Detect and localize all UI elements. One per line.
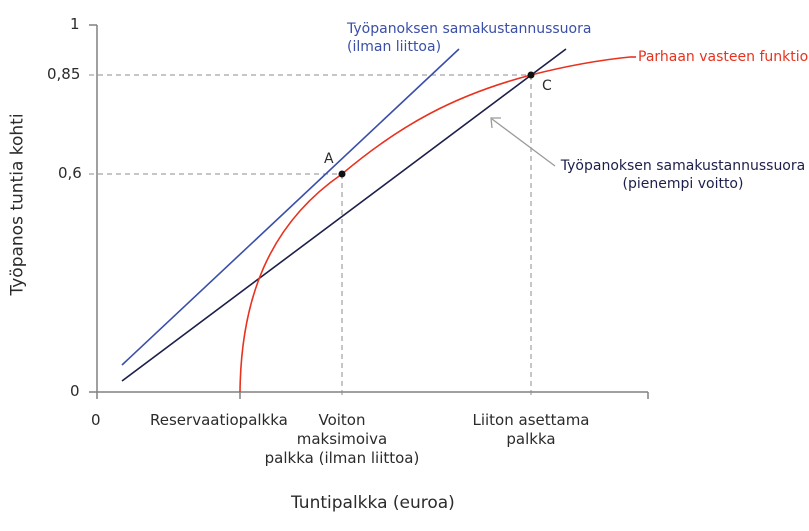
point-a-marker [338,170,346,178]
x-tick-union-line1: Liiton asettama [472,411,590,429]
x-tick-profit-max-line2: maksimoiva [296,430,388,448]
point-a-label: A [324,151,334,167]
x-tick-union-line2: palkka [506,430,556,448]
isocost-no-union-label-line2: (ilman liittoa) [347,39,442,55]
isocost-lower-profit-label-line1: Työpanoksen samakustannussuora [560,158,806,174]
x-tick-profit-max-line3: palkka (ilman liittoa) [264,449,420,467]
isocost-line-lower-profit [121,48,567,382]
x-tick-origin: 0 [91,411,101,429]
annotation-arrow [491,118,556,167]
arrow-head-icon [490,117,501,129]
y-tick-1: 1 [70,15,80,33]
y-tick-085: 0,85 [47,65,81,83]
isocost-lower-profit-label-line2: (pienempi voitto) [622,176,744,192]
best-response-curve [239,56,631,393]
x-tick-reservation-wage: Reservaatiopalkka [150,411,288,429]
isocost-no-union-label-line1: Työpanoksen samakustannussuora [347,21,592,37]
isocost-line-no-union [121,48,460,366]
x-tick-profit-max-line1: Voiton [318,411,366,429]
isocost-lower-profit-label: Työpanoksen samakustannussuora (pienempi… [558,157,808,193]
x-axis-label: Tuntipalkka (euroa) [291,493,455,513]
x-tick-union-wage: Liiton asettama palkka [461,411,601,449]
isocost-no-union-label: Työpanoksen samakustannussuora (ilman li… [347,20,591,56]
x-tick-profit-max-wage: Voiton maksimoiva palkka (ilman liittoa) [262,411,422,468]
point-c-marker [527,71,535,79]
y-axis-label: Työpanos tuntia kohti [7,113,28,296]
y-tick-06: 0,6 [58,164,82,182]
y-tick-0: 0 [70,382,80,400]
best-response-label: Parhaan vasteen funktio [638,49,809,65]
point-c-label: C [542,78,552,94]
